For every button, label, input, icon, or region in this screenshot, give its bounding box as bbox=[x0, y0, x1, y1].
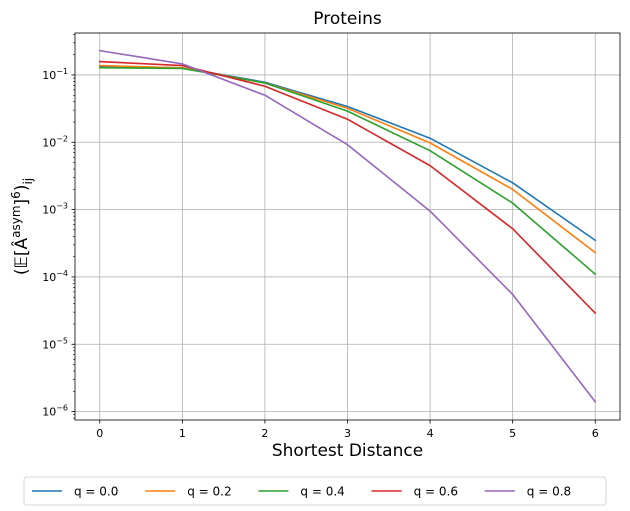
x-tick-label: 4 bbox=[427, 427, 434, 440]
y-axis-title-part: asym bbox=[9, 205, 23, 237]
legend: q = 0.0 q = 0.2 q = 0.4 q = 0.6 q = 0.8 bbox=[23, 476, 607, 506]
y-tick-exponent: −3 bbox=[56, 202, 68, 211]
y-tick-exponent: −1 bbox=[56, 67, 68, 76]
x-tick-label: 1 bbox=[179, 427, 186, 440]
legend-frame bbox=[23, 476, 607, 506]
y-axis-title-part: ) bbox=[12, 185, 32, 192]
y-axis-title-part: (𝔼[Â bbox=[10, 237, 32, 275]
x-tick-label: 3 bbox=[344, 427, 351, 440]
y-tick-label: 10−3 bbox=[42, 202, 68, 217]
y-tick-base: 10 bbox=[42, 338, 56, 351]
y-tick-base: 10 bbox=[42, 271, 56, 284]
y-tick-exponent: −6 bbox=[56, 404, 68, 413]
x-tick-label: 5 bbox=[509, 427, 516, 440]
y-tick-exponent: −4 bbox=[56, 269, 68, 278]
y-axis-title: (𝔼[Âasym]6)ij bbox=[9, 178, 35, 275]
chart-title: Proteins bbox=[313, 9, 382, 29]
x-axis-title: Shortest Distance bbox=[272, 441, 423, 461]
y-tick-label: 10−2 bbox=[42, 134, 68, 149]
series-line-3 bbox=[98, 60, 597, 315]
y-axis-title-part: ij bbox=[21, 178, 35, 185]
y-axis-title-part: ] bbox=[12, 199, 32, 206]
y-tick-label: 10−1 bbox=[42, 67, 68, 82]
y-axis-title-part: 6 bbox=[9, 191, 23, 199]
y-tick-label: 10−5 bbox=[42, 336, 68, 351]
y-tick-label: 10−4 bbox=[42, 269, 68, 284]
legend-label-1: q = 0.2 bbox=[187, 485, 231, 499]
y-tick-exponent: −2 bbox=[56, 134, 68, 143]
y-tick-base: 10 bbox=[42, 204, 56, 217]
legend-label-4: q = 0.8 bbox=[527, 485, 571, 499]
legend-label-2: q = 0.4 bbox=[300, 485, 344, 499]
y-tick-base: 10 bbox=[42, 406, 56, 419]
y-tick-base: 10 bbox=[42, 136, 56, 149]
x-tick-label: 0 bbox=[96, 427, 103, 440]
y-axis: 10−610−510−410−310−210−1 bbox=[42, 34, 75, 419]
series-line-4 bbox=[98, 49, 597, 403]
grid bbox=[75, 33, 620, 420]
x-tick-label: 2 bbox=[261, 427, 268, 440]
y-tick-label: 10−6 bbox=[42, 404, 68, 419]
x-tick-label: 6 bbox=[592, 427, 599, 440]
series-lines bbox=[98, 49, 597, 403]
y-tick-exponent: −5 bbox=[56, 336, 68, 345]
legend-label-3: q = 0.6 bbox=[414, 485, 458, 499]
x-axis: 0 1 2 3 4 5 6 bbox=[96, 420, 599, 440]
y-tick-base: 10 bbox=[42, 69, 56, 82]
series-line-2 bbox=[98, 66, 597, 276]
legend-label-0: q = 0.0 bbox=[74, 485, 118, 499]
